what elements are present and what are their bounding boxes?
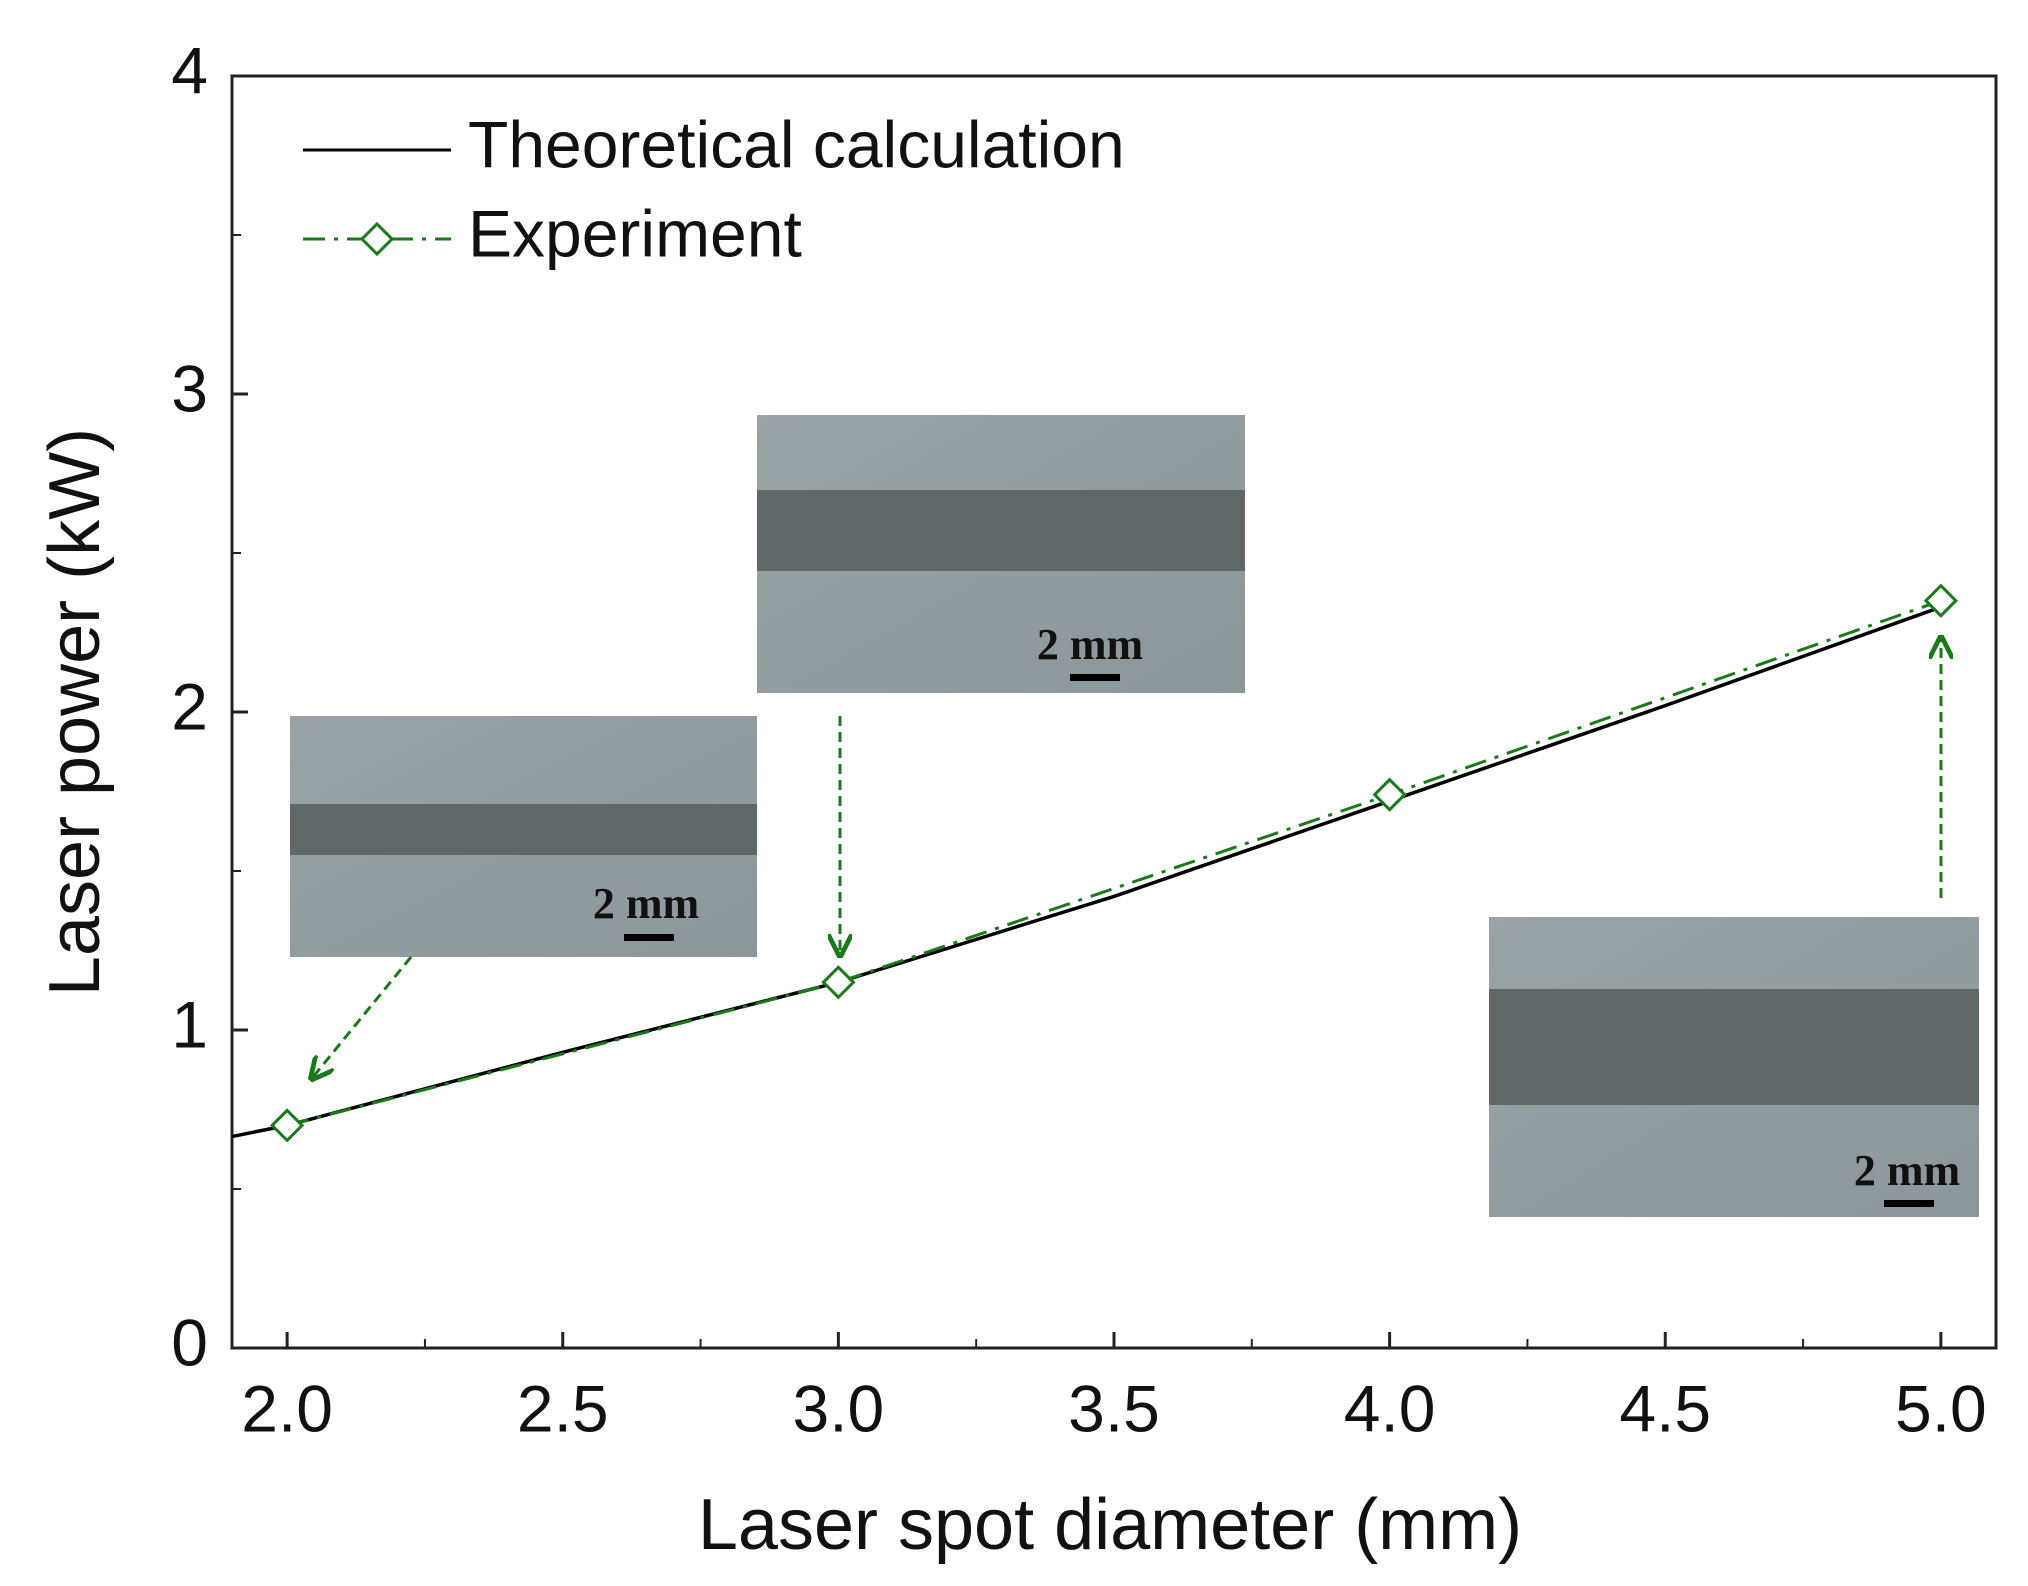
y-tick-label: 2 [171, 669, 208, 743]
y-tick-label: 1 [171, 987, 208, 1061]
x-axis-title: Laser spot diameter (mm) [698, 1485, 1522, 1565]
legend-label: Theoretical calculation [468, 107, 1125, 181]
inset-photo: 2 mm [757, 415, 1245, 693]
inset-photo: 2 mm [290, 716, 757, 957]
x-tick-label: 4.0 [1344, 1371, 1436, 1445]
x-tick-label: 3.0 [793, 1371, 885, 1445]
inset-photo: 2 mm [1489, 917, 1979, 1217]
legend-label: Experiment [468, 196, 802, 270]
data-point [1923, 583, 1959, 618]
x-tick-label: 5.0 [1895, 1371, 1987, 1445]
arrow [313, 956, 413, 1077]
x-tick-label: 2.0 [241, 1371, 333, 1445]
legend-marker [359, 221, 395, 257]
data-point [270, 1108, 305, 1143]
insets: 2 mm 2 mm 2 mm [290, 415, 1979, 1217]
x-tick-label: 3.5 [1068, 1371, 1160, 1445]
y-tick-label: 4 [171, 33, 208, 107]
y-axis-title: Laser power (kW) [35, 428, 115, 996]
y-tick-label: 3 [171, 351, 208, 425]
y-tick-label: 0 [171, 1305, 208, 1379]
x-tick-label: 2.5 [517, 1371, 609, 1445]
inset-label: 2 mm [1854, 1146, 1960, 1195]
data-point [1372, 777, 1407, 812]
data-point [821, 965, 856, 1000]
series-line [286, 599, 1942, 1127]
inset-label: 2 mm [1037, 620, 1143, 669]
x-tick-label: 4.5 [1619, 1371, 1711, 1445]
inset-label: 2 mm [593, 879, 699, 928]
